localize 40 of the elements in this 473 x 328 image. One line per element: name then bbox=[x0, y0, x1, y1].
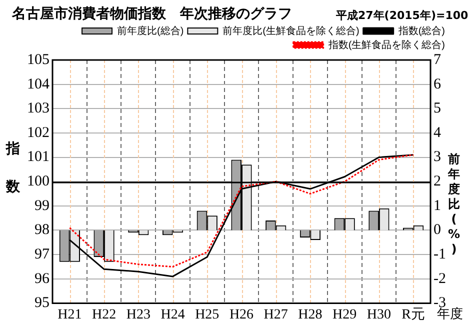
x-tick-label: H28 bbox=[298, 307, 322, 322]
y-tick-label: 98 bbox=[34, 222, 50, 238]
y2-tick-label: 2 bbox=[434, 174, 442, 190]
y2-tick-label: 4 bbox=[434, 124, 442, 141]
legend-label: 指数(生鮮食品を除く総合) bbox=[327, 38, 446, 51]
y2-tick-label: 5 bbox=[434, 100, 442, 117]
y2-tick-label: 3 bbox=[434, 149, 442, 166]
legend-label: 前年度比(生鮮食品を除く総合) bbox=[222, 24, 360, 37]
legend-label: 指数(総合) bbox=[397, 24, 446, 37]
x-tick-label: H23 bbox=[126, 307, 150, 322]
x-tick-label: H27 bbox=[264, 307, 288, 322]
y-tick-label: 102 bbox=[27, 124, 50, 141]
y2-tick-label: 1 bbox=[434, 198, 442, 214]
x-tick-label: H22 bbox=[92, 307, 116, 322]
y-tick-label: 104 bbox=[27, 76, 50, 92]
y-tick-label: 100 bbox=[27, 174, 50, 190]
chart-subtitle: 平成27年(2015年)=100 bbox=[336, 8, 468, 23]
y-tick-label: 95 bbox=[34, 295, 50, 312]
y-tick-label: 99 bbox=[34, 198, 50, 214]
chart-title: 名古屋市消費者物価指数 年次推移のグラフ bbox=[12, 5, 292, 23]
y2-tick-label: -2 bbox=[434, 270, 446, 287]
x-tick-label: H21 bbox=[58, 307, 82, 322]
y-tick-label: 96 bbox=[34, 270, 50, 287]
y2-axis-title: 前年度比(%) bbox=[448, 152, 460, 257]
x-tick-label: H24 bbox=[160, 307, 185, 322]
text: 指数 bbox=[6, 141, 20, 195]
x-tick-label: R元 bbox=[402, 307, 425, 322]
x-tick-label: H30 bbox=[366, 307, 392, 322]
x-tick-label: H29 bbox=[332, 307, 357, 322]
y2-tick-label: 6 bbox=[434, 76, 442, 92]
x-tick-label: H26 bbox=[229, 307, 254, 322]
y-tick-label: 103 bbox=[27, 100, 50, 117]
y-tick-label: 105 bbox=[27, 52, 50, 68]
y2-tick-label: 0 bbox=[434, 222, 442, 238]
x-tick-label: H25 bbox=[195, 307, 220, 322]
y-tick-label: 101 bbox=[27, 149, 50, 166]
y2-tick-label: 7 bbox=[434, 52, 442, 68]
y2-tick-label: -1 bbox=[434, 246, 446, 262]
y-tick-label: 97 bbox=[34, 246, 50, 262]
legend-label: 前年度比(総合) bbox=[117, 24, 184, 37]
